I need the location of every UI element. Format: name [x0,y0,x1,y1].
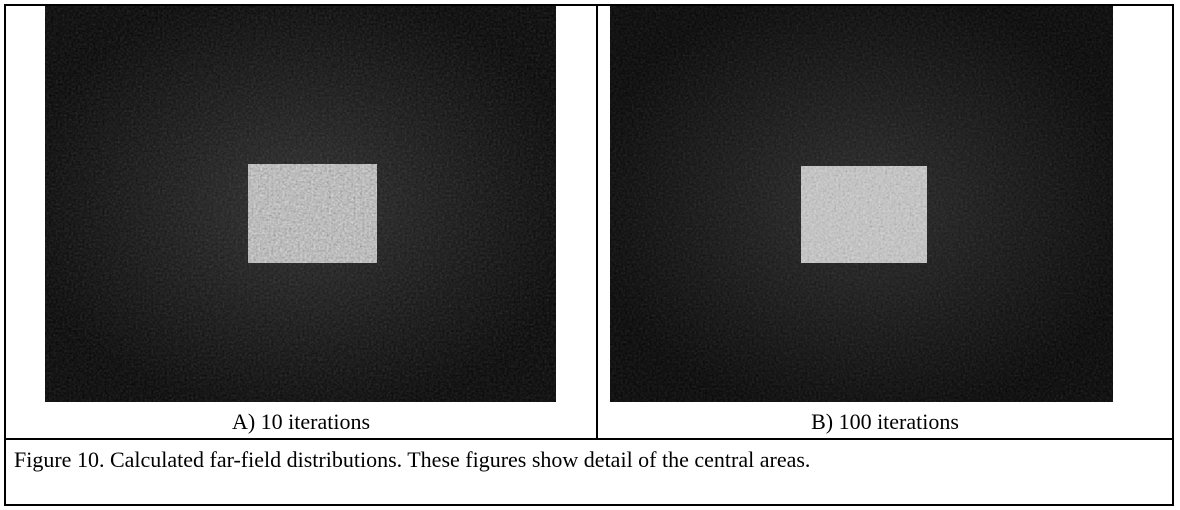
far-field-image [610,6,1113,402]
panel-caption: B) 100 iterations [598,408,1172,436]
cell-divider [596,4,598,440]
row-divider [4,438,1174,440]
figure-caption: Figure 10. Calculated far-field distribu… [14,446,1166,473]
page: {"panels": [{"caption": "A) 10 iteration… [0,0,1180,510]
far-field-image [45,6,556,402]
panel-caption: A) 10 iterations [6,408,596,436]
